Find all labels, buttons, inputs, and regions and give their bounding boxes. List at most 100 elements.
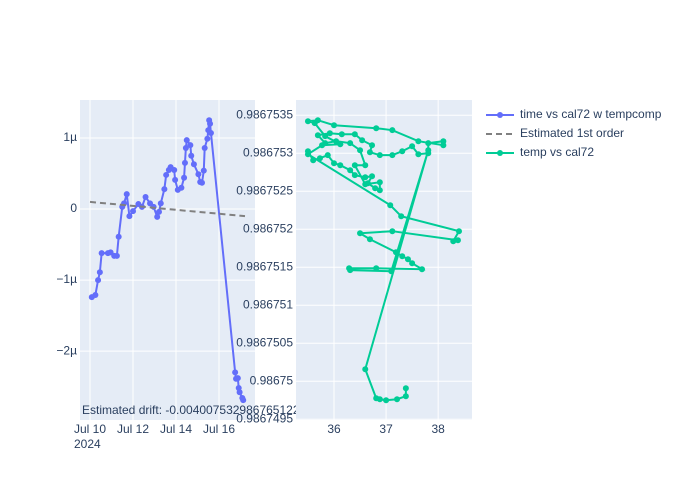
point [404, 256, 411, 263]
point [351, 162, 358, 169]
point [347, 267, 354, 274]
y-tick-label: 1µ [63, 130, 77, 144]
legend-marker [497, 150, 503, 156]
point [181, 174, 188, 181]
x-tick-label: Jul 16 [203, 422, 235, 436]
point [161, 186, 168, 193]
series-line [89, 200, 246, 218]
point [337, 141, 344, 148]
y-tick-label: 0.9867495 [236, 411, 293, 425]
point [319, 142, 326, 149]
point [95, 277, 102, 284]
x-tick-year: 2024 [74, 437, 101, 451]
point [236, 389, 243, 396]
point [394, 396, 401, 403]
point [399, 148, 406, 155]
point [409, 260, 416, 267]
point [440, 142, 447, 149]
point [181, 159, 188, 166]
y-tick-label: 0.986753 [243, 145, 293, 159]
point [311, 120, 318, 127]
point [187, 142, 194, 149]
point [398, 213, 405, 220]
y-tick-label: 0.9867505 [236, 335, 293, 349]
point [195, 171, 202, 178]
point [366, 236, 373, 243]
point [376, 396, 383, 403]
x-tick-label: 36 [327, 422, 341, 436]
point [425, 147, 432, 154]
y-tick-label: −1µ [56, 272, 77, 286]
point [366, 149, 373, 156]
point [333, 138, 340, 145]
point [409, 143, 416, 150]
point [402, 385, 409, 392]
y-tick-label: −2µ [56, 343, 77, 357]
point [383, 397, 390, 404]
point [183, 137, 190, 144]
point [198, 179, 205, 186]
point [357, 230, 364, 237]
point [362, 162, 369, 169]
point [373, 125, 380, 132]
point [362, 181, 369, 188]
point [314, 132, 321, 139]
point [351, 172, 358, 179]
y-tick-label: 0.9867525 [236, 183, 293, 197]
point [351, 131, 358, 138]
point [376, 187, 383, 194]
point [399, 253, 406, 260]
y-tick-label: 0.9867535 [236, 107, 293, 121]
y-tick-label: 0.986751 [243, 297, 293, 311]
point [310, 157, 317, 164]
legend-label: Estimated 1st order [520, 126, 624, 140]
legend-marker [497, 112, 503, 118]
point [190, 161, 197, 168]
point [376, 179, 383, 186]
legend-label: time vs cal72 w tempcomp [520, 107, 662, 121]
point [316, 155, 323, 162]
point [155, 208, 162, 215]
point [454, 237, 461, 244]
point [163, 171, 170, 178]
x-tick-label: 37 [379, 422, 393, 436]
point [115, 233, 122, 240]
point [372, 185, 379, 192]
point [207, 120, 214, 127]
point [450, 238, 457, 245]
point [387, 202, 394, 209]
point [389, 127, 396, 134]
point [172, 176, 179, 183]
y-tick-label: 0.986752 [243, 221, 293, 235]
point [389, 152, 396, 159]
point [304, 151, 311, 158]
point [201, 144, 208, 151]
point [98, 250, 105, 257]
point [204, 135, 211, 142]
point [389, 228, 396, 235]
point [232, 369, 239, 376]
point [96, 269, 103, 276]
point [207, 130, 214, 137]
point [369, 173, 376, 180]
point [388, 268, 395, 275]
x-tick-label: Jul 14 [160, 422, 192, 436]
point [357, 147, 364, 154]
point [392, 249, 399, 256]
point [369, 142, 376, 149]
x-tick-label: 38 [431, 422, 445, 436]
point [123, 191, 130, 198]
point [347, 140, 354, 147]
point [455, 228, 462, 235]
point [338, 131, 345, 138]
point [178, 184, 185, 191]
point [188, 152, 195, 159]
plot-area [80, 100, 255, 420]
point [142, 193, 149, 200]
point [359, 137, 366, 144]
point [171, 166, 178, 173]
x-tick-label: Jul 10 [74, 422, 106, 436]
point [347, 167, 354, 174]
point [200, 167, 207, 174]
